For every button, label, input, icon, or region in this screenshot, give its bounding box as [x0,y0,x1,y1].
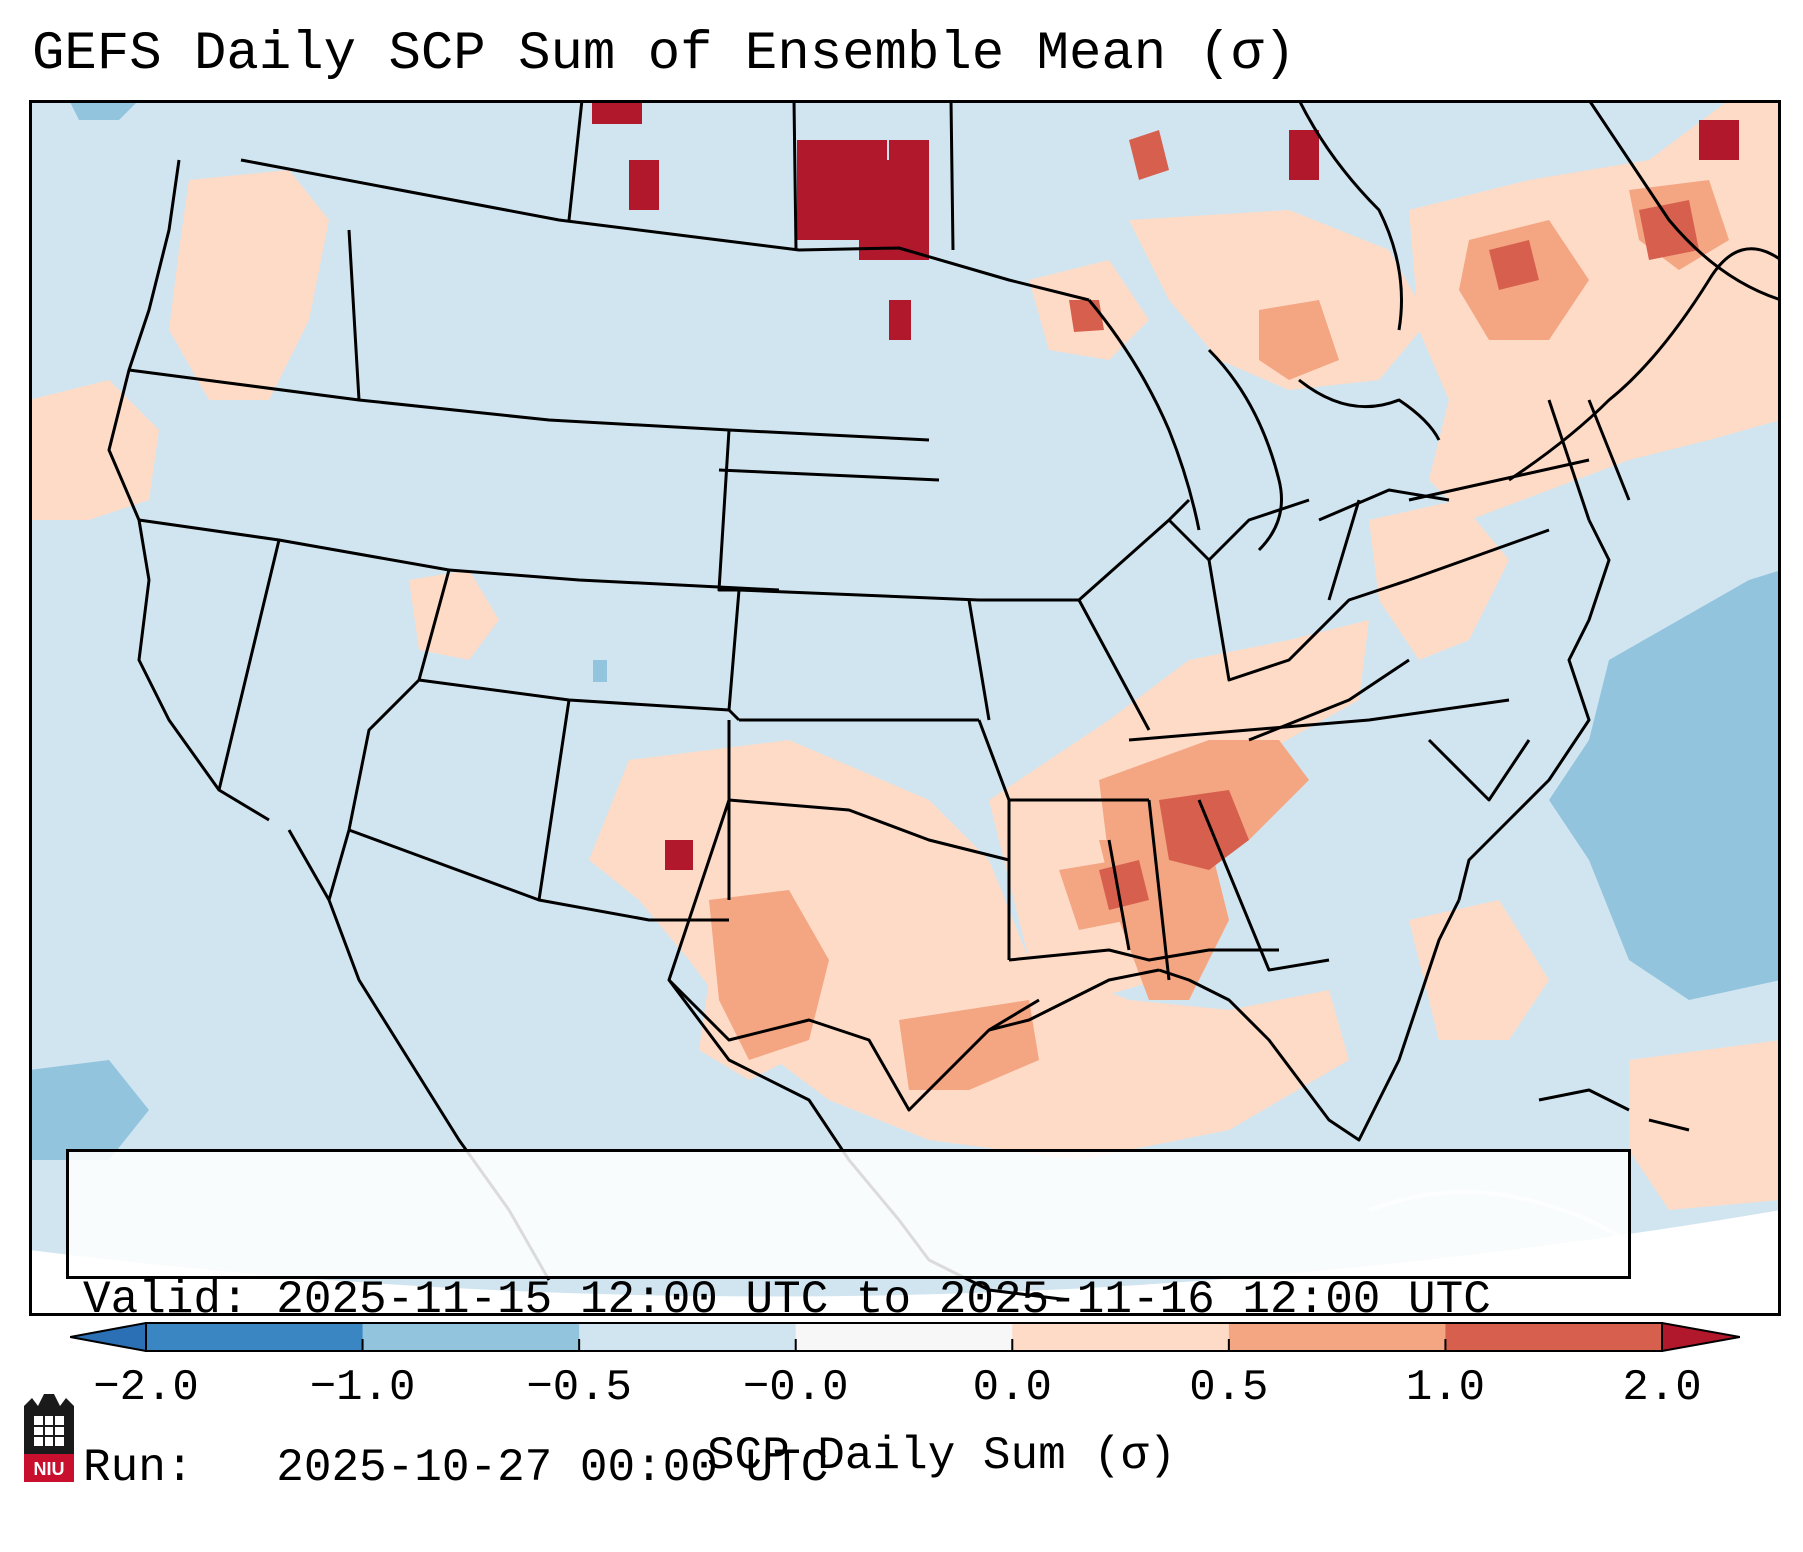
colorbar-tick-label: 0.0 [972,1363,1052,1413]
niu-logo: NIU [20,1392,78,1488]
map-panel [29,100,1781,1316]
positive-field-strong [1069,130,1699,910]
colorbar-tick-label: 0.5 [1189,1363,1269,1413]
colorbar-tick-label: 2.0 [1622,1363,1702,1413]
colorbar-label: SCP Daily Sum (σ) [706,1430,1177,1482]
valid-time-text: Valid: 2025-11-15 12:00 UTC to 2025-11-1… [83,1274,1491,1326]
colorbar-bin [1445,1323,1663,1351]
negative-field [29,100,1781,1160]
colorbar-extend-high [1661,1321,1741,1353]
colorbar [69,1321,1741,1353]
projection-edge [29,1210,1781,1316]
run-time-text: Run: 2025-10-27 00:00 UTC [83,1442,829,1494]
validity-info-box: Valid: 2025-11-15 12:00 UTC to 2025-11-1… [66,1149,1631,1494]
colorbar-tick-label: 1.0 [1405,1363,1486,1413]
colorbar-bin [1228,1323,1446,1351]
colorbar-tick-label: −0.0 [742,1363,849,1413]
colorbar-extend-low [69,1321,147,1353]
colorbar-bin [146,1323,364,1351]
colorbar-tick-label: −2.0 [93,1363,199,1413]
colorbar-tick-label: −1.0 [309,1363,416,1413]
colorbar-bin [1012,1323,1230,1351]
colorbar-bin [362,1323,580,1351]
state-borders [107,100,1781,1302]
positive-field-very-strong [592,100,1739,870]
colorbar-bin [795,1323,1013,1351]
logo-text: NIU [34,1459,65,1479]
page-title: GEFS Daily SCP Sum of Ensemble Mean (σ) [32,24,1296,85]
colorbar-bin [579,1323,797,1351]
colorbar-tick-label: −0.5 [526,1363,632,1413]
